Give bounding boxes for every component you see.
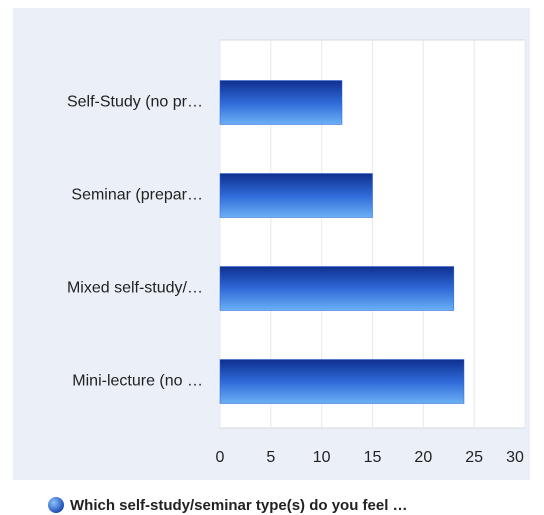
x-tick-label: 25	[465, 449, 483, 466]
x-tick-label: 10	[313, 449, 331, 466]
legend-label: Which self-study/seminar type(s) do you …	[70, 497, 408, 514]
y-tick-label: Mini-lecture (no …	[72, 373, 203, 390]
y-tick-label: Seminar (prepar…	[71, 187, 203, 204]
x-tick-label: 0	[216, 449, 225, 466]
bar	[219, 266, 455, 311]
x-tick-label: 15	[364, 449, 382, 466]
y-tick-label: Self-Study (no pr…	[67, 94, 203, 111]
bar	[219, 359, 465, 404]
bar	[219, 173, 373, 218]
x-tick-label: 30	[506, 449, 524, 466]
bar	[219, 80, 343, 125]
legend-marker	[48, 497, 64, 513]
y-tick-label: Mixed self-study/…	[67, 280, 203, 297]
x-tick-label: 20	[414, 449, 432, 466]
x-tick-label: 5	[266, 449, 275, 466]
